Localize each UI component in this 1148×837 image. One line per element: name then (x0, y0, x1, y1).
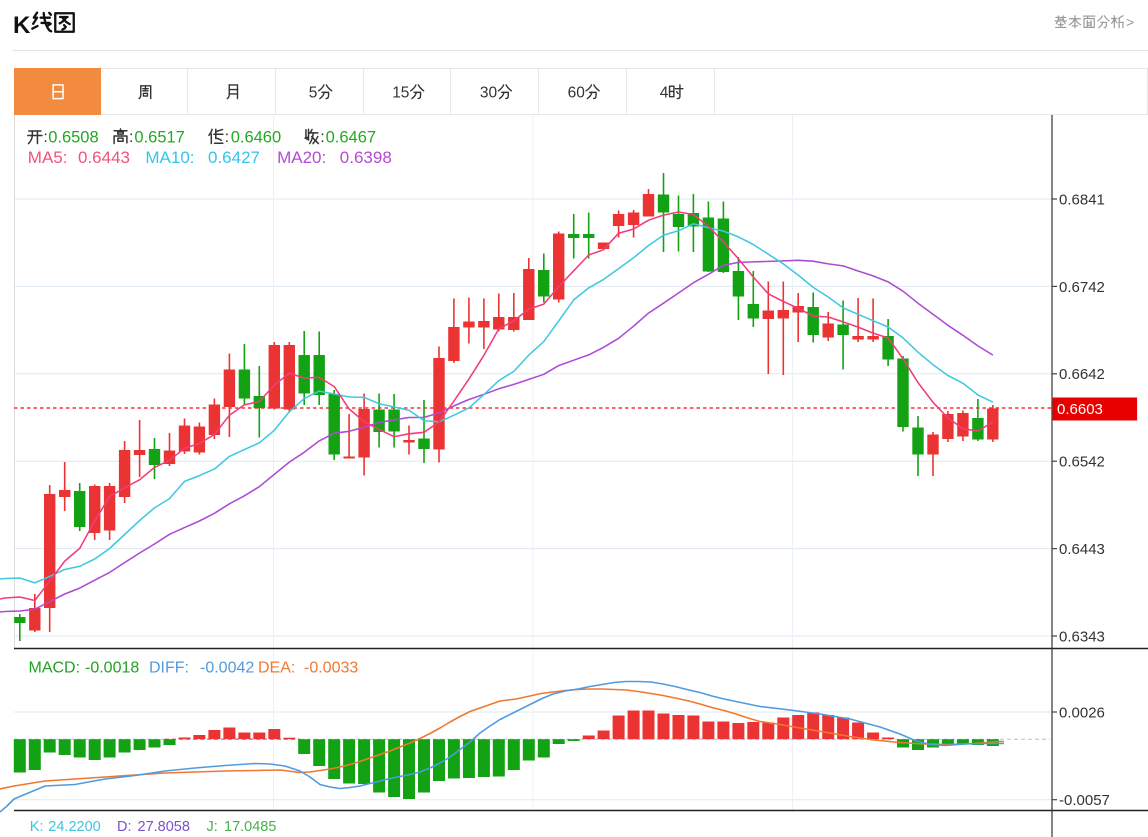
svg-text:0.6398: 0.6398 (340, 148, 392, 167)
svg-text:0.0026: 0.0026 (1059, 704, 1105, 721)
svg-text:0.6642: 0.6642 (1059, 366, 1105, 383)
svg-text::: : (225, 129, 229, 146)
svg-text:MA20:: MA20: (277, 148, 326, 167)
svg-text:0.6443: 0.6443 (78, 148, 130, 167)
svg-text:0.6508: 0.6508 (48, 129, 98, 147)
svg-text:15: 15 (392, 85, 409, 102)
svg-text::: : (129, 129, 133, 146)
svg-text:0.6603: 0.6603 (1057, 401, 1103, 418)
svg-text:30: 30 (480, 85, 498, 102)
svg-text:-0.0033: -0.0033 (304, 660, 358, 677)
svg-text::: : (43, 129, 47, 146)
svg-text:0.6443: 0.6443 (1059, 541, 1105, 558)
svg-text:D:: D: (117, 819, 132, 835)
svg-text:0.6427: 0.6427 (208, 148, 260, 167)
svg-text:>: > (1126, 14, 1134, 30)
svg-text:DEA:: DEA: (258, 660, 295, 677)
svg-text:0.6467: 0.6467 (326, 129, 376, 147)
svg-text:J:: J: (207, 819, 218, 835)
svg-text:0.6343: 0.6343 (1059, 628, 1105, 645)
svg-text:-0.0018: -0.0018 (85, 660, 139, 677)
svg-text:0.6542: 0.6542 (1059, 454, 1105, 471)
svg-text:24.2200: 24.2200 (48, 819, 100, 835)
svg-text:0.6841: 0.6841 (1059, 191, 1105, 208)
svg-text:0.6517: 0.6517 (134, 129, 184, 147)
svg-text:MA10:: MA10: (145, 148, 194, 167)
svg-text:MACD:: MACD: (29, 660, 81, 677)
svg-text:K: K (13, 12, 31, 39)
svg-text:DIFF:: DIFF: (149, 660, 189, 677)
svg-text:MA5:: MA5: (28, 148, 68, 167)
svg-text:-0.0042: -0.0042 (200, 660, 254, 677)
svg-text:4: 4 (660, 85, 669, 102)
svg-text:5: 5 (309, 85, 318, 102)
svg-text:60: 60 (568, 85, 586, 102)
svg-text:27.8058: 27.8058 (138, 819, 190, 835)
svg-text:-0.0057: -0.0057 (1059, 792, 1110, 809)
svg-text:0.6742: 0.6742 (1059, 279, 1105, 296)
svg-text:0.6460: 0.6460 (231, 129, 281, 147)
svg-text:K:: K: (30, 819, 44, 835)
svg-text:17.0485: 17.0485 (224, 819, 276, 835)
svg-text::: : (320, 129, 324, 146)
